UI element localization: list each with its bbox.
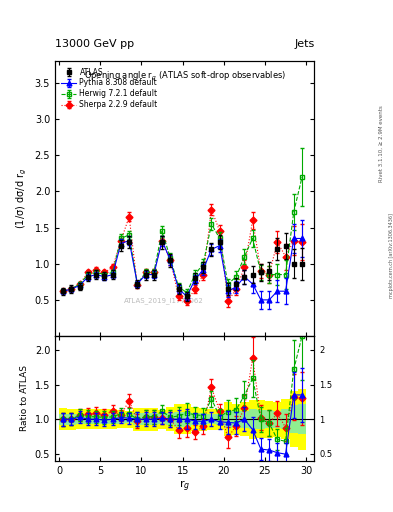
Bar <box>141 408 150 431</box>
Bar <box>232 412 240 427</box>
Legend: ATLAS, Pythia 8.308 default, Herwig 7.2.1 default, Sherpa 2.2.9 default: ATLAS, Pythia 8.308 default, Herwig 7.2.… <box>59 65 160 112</box>
Bar <box>248 400 257 439</box>
Bar <box>125 415 133 423</box>
Bar <box>100 414 108 424</box>
Bar <box>75 409 84 430</box>
Bar <box>183 404 191 434</box>
Bar <box>290 392 298 447</box>
Bar <box>67 414 75 424</box>
Bar <box>199 408 208 431</box>
Bar <box>117 410 125 428</box>
Text: Rivet 3.1.10, ≥ 2.9M events: Rivet 3.1.10, ≥ 2.9M events <box>379 105 384 182</box>
Bar <box>183 412 191 427</box>
Text: Opening angle r$_g$ (ATLAS soft-drop observables): Opening angle r$_g$ (ATLAS soft-drop obs… <box>84 70 286 83</box>
Bar <box>125 411 133 428</box>
Y-axis label: Ratio to ATLAS: Ratio to ATLAS <box>20 366 29 432</box>
Text: ATLAS_2019_I1772062: ATLAS_2019_I1772062 <box>124 297 204 304</box>
Bar <box>174 404 183 434</box>
Bar <box>290 406 298 433</box>
Bar <box>166 413 174 425</box>
X-axis label: r$_g$: r$_g$ <box>179 478 190 494</box>
Bar <box>108 410 117 429</box>
Bar <box>108 414 117 424</box>
Bar <box>67 409 75 430</box>
Bar <box>257 400 265 438</box>
Text: Jets: Jets <box>294 38 314 49</box>
Bar <box>240 402 248 436</box>
Bar <box>240 411 248 428</box>
Text: 13000 GeV pp: 13000 GeV pp <box>55 38 134 49</box>
Bar <box>133 413 141 425</box>
Bar <box>273 411 281 428</box>
Bar <box>150 414 158 425</box>
Bar <box>59 414 67 425</box>
Bar <box>84 414 92 424</box>
Bar <box>100 409 108 429</box>
Bar <box>265 401 273 438</box>
Bar <box>75 414 84 424</box>
Bar <box>59 408 67 431</box>
Bar <box>191 407 199 431</box>
Bar <box>158 414 166 424</box>
Bar <box>150 408 158 431</box>
Bar <box>92 414 100 424</box>
Bar <box>281 409 290 429</box>
Bar <box>117 415 125 423</box>
Bar <box>133 408 141 431</box>
Bar <box>232 404 240 435</box>
Y-axis label: (1/σ) dσ/d r$_g$: (1/σ) dσ/d r$_g$ <box>15 168 29 229</box>
Bar <box>84 409 92 430</box>
Bar <box>281 399 290 439</box>
Bar <box>208 414 216 424</box>
Bar <box>248 410 257 429</box>
Bar <box>174 412 183 426</box>
Bar <box>208 409 216 430</box>
Bar <box>273 402 281 437</box>
Bar <box>224 411 232 428</box>
Bar <box>166 408 174 431</box>
Bar <box>191 413 199 425</box>
Bar <box>298 389 306 450</box>
Bar <box>141 414 150 425</box>
Bar <box>199 413 208 425</box>
Bar <box>92 410 100 429</box>
Text: mcplots.cern.ch [arXiv:1306.3436]: mcplots.cern.ch [arXiv:1306.3436] <box>389 214 393 298</box>
Bar <box>158 410 166 429</box>
Bar <box>216 414 224 424</box>
Bar <box>298 404 306 435</box>
Bar <box>216 409 224 430</box>
Bar <box>265 410 273 429</box>
Bar <box>224 402 232 436</box>
Bar <box>257 410 265 429</box>
